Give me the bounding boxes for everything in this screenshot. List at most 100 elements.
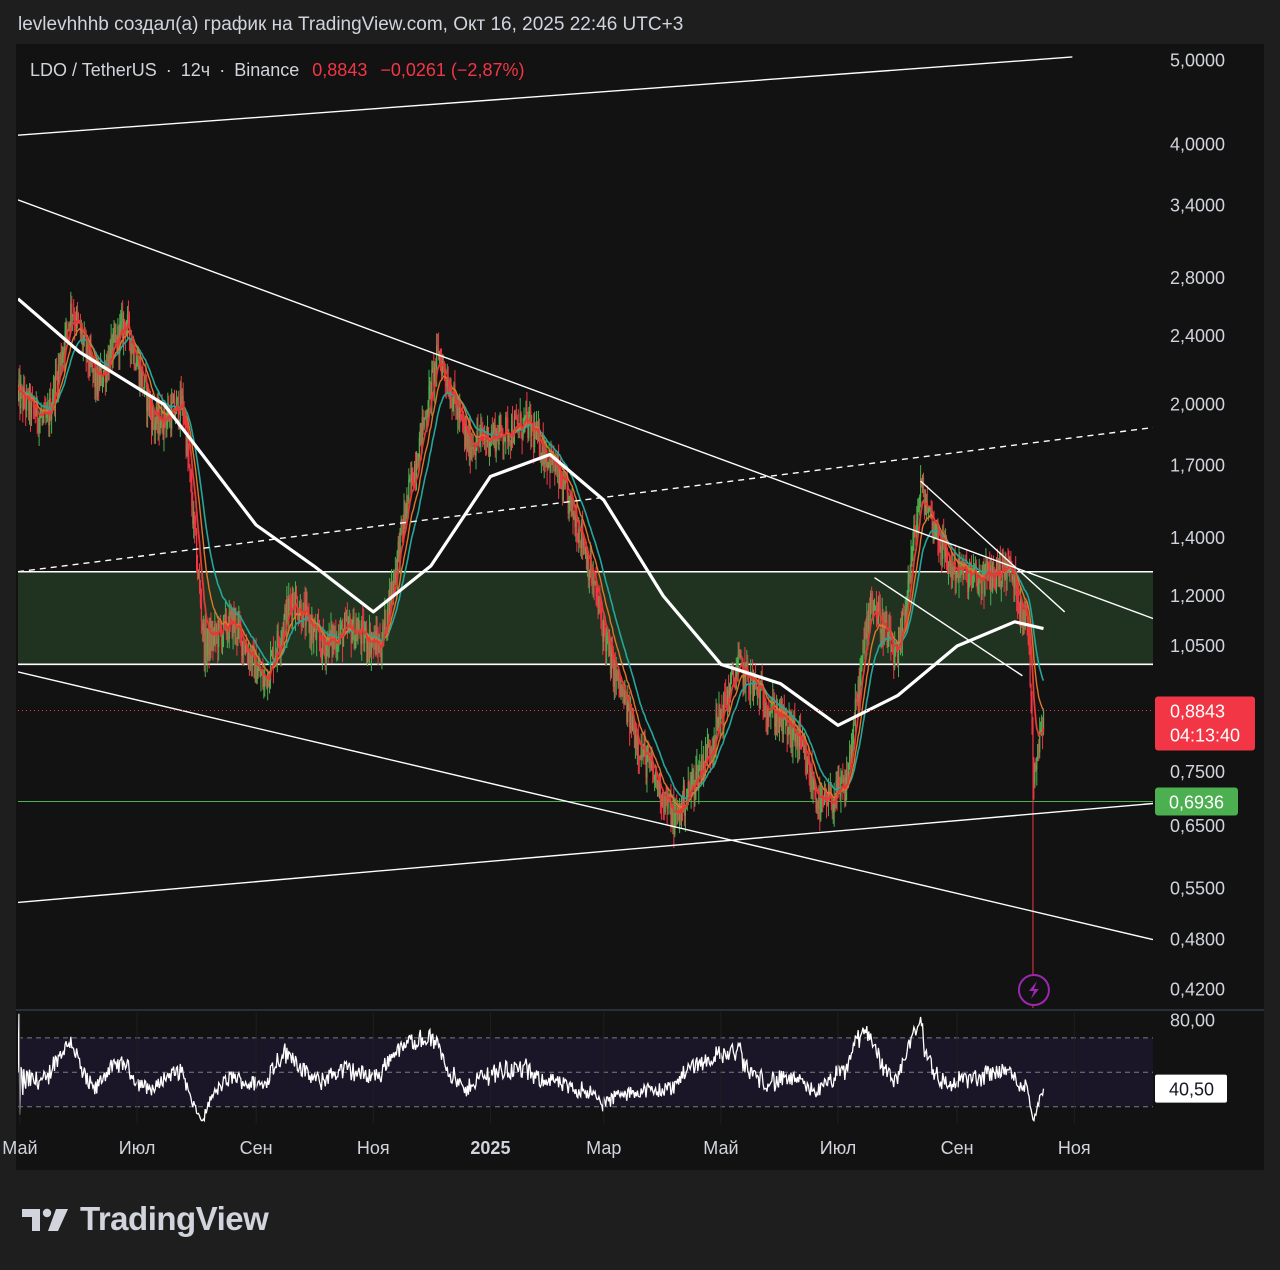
candle-body [832, 811, 834, 813]
candle-body [56, 375, 58, 391]
candle-body [29, 390, 32, 417]
candle-body [57, 364, 59, 391]
candle-body [519, 413, 521, 424]
candle-body [74, 317, 76, 324]
x-axis-tick-label: Мар [586, 1138, 621, 1158]
support-level-value: 0,6936 [1169, 793, 1224, 813]
candle-body [650, 758, 652, 768]
candle-body [948, 564, 951, 566]
trendline-5 [18, 802, 1153, 904]
candle-body [117, 326, 119, 349]
candle-body [462, 421, 465, 426]
candle-body [263, 681, 265, 687]
candle-body [134, 366, 136, 370]
y-axis-tick-label: 2,4000 [1170, 326, 1225, 346]
candle-body [127, 313, 130, 316]
candle-body [654, 774, 656, 781]
candle-body [53, 381, 56, 405]
legend-separator: · [165, 60, 172, 80]
candle-body [703, 761, 706, 763]
candle-body [755, 680, 758, 690]
candle-body [447, 380, 449, 396]
candle-body [58, 364, 60, 366]
candle-body [538, 426, 541, 456]
candle-body [644, 742, 646, 749]
price-pane[interactable] [17, 56, 1153, 1008]
candle-body [971, 579, 974, 583]
candle-body [412, 467, 414, 486]
candle-body [107, 355, 109, 376]
candle-body [1032, 725, 1034, 760]
y-axis-tick-label: 0,5500 [1170, 879, 1225, 899]
candle-body [905, 610, 907, 615]
candle-body [992, 562, 994, 592]
candle-body [366, 645, 369, 651]
candle-body [901, 612, 903, 644]
tradingview-logo[interactable]: TradingView [20, 1200, 269, 1238]
candle-body [1017, 603, 1020, 605]
candle-body [60, 354, 62, 366]
candle-body [910, 555, 912, 582]
candle-body [800, 740, 803, 742]
candle-body [639, 759, 641, 761]
candle-body [332, 633, 334, 649]
candle-body [732, 667, 734, 678]
candle-body [215, 624, 217, 636]
symbol-legend[interactable]: LDO / TetherUS · 12ч · Binance 0,8843 −0… [30, 60, 524, 81]
candle-body [253, 647, 255, 678]
candle-body [270, 654, 273, 656]
candle-body [1027, 621, 1029, 641]
candle-body [911, 549, 913, 556]
candle-body [576, 518, 578, 540]
candle-body [479, 434, 481, 442]
candle-body [580, 542, 582, 548]
candle-body [150, 410, 153, 430]
candle-body [345, 617, 348, 620]
candle-body [673, 804, 675, 835]
candle-body [659, 774, 661, 804]
candle-body [529, 411, 531, 415]
candle-body [633, 724, 636, 748]
candle-body [860, 663, 862, 673]
candle-body [640, 744, 642, 760]
candle-body [804, 747, 806, 760]
candle-body [939, 545, 941, 552]
candle-body [888, 627, 890, 635]
candle-body [407, 495, 409, 501]
candle-body [201, 621, 203, 630]
candle-body [692, 773, 694, 777]
candle-body [395, 568, 397, 575]
candle-body [66, 323, 68, 330]
candle-body [993, 562, 995, 573]
candle-body [952, 567, 954, 574]
candle-body [264, 675, 266, 682]
candle-body [219, 620, 221, 625]
rsi-pane[interactable] [18, 1013, 1153, 1123]
candle-body [592, 577, 594, 585]
candle-body [682, 785, 685, 813]
candle-body [64, 330, 66, 356]
candle-body [977, 581, 979, 591]
interval-label[interactable]: 12ч [180, 60, 211, 80]
candle-body [850, 744, 853, 759]
candle-body [360, 634, 362, 645]
candle-body [1022, 612, 1024, 621]
candle-body [90, 348, 92, 362]
candle-body [166, 416, 168, 426]
trendline-3 [18, 426, 1153, 573]
y-axis-tick-label: 2,8000 [1170, 268, 1225, 288]
ema-mid-line [18, 328, 1044, 809]
candle-body [144, 376, 146, 389]
candle-body [86, 339, 88, 356]
candle-body [295, 592, 298, 599]
candle-body [433, 368, 435, 387]
symbol-name[interactable]: LDO / TetherUS [30, 60, 157, 80]
candle-body [158, 407, 160, 434]
candle-body [241, 631, 243, 657]
candle-body [184, 421, 186, 423]
candle-body [83, 331, 85, 340]
candle-body [98, 370, 100, 388]
candle-body [77, 316, 80, 322]
candle-body [133, 345, 135, 367]
